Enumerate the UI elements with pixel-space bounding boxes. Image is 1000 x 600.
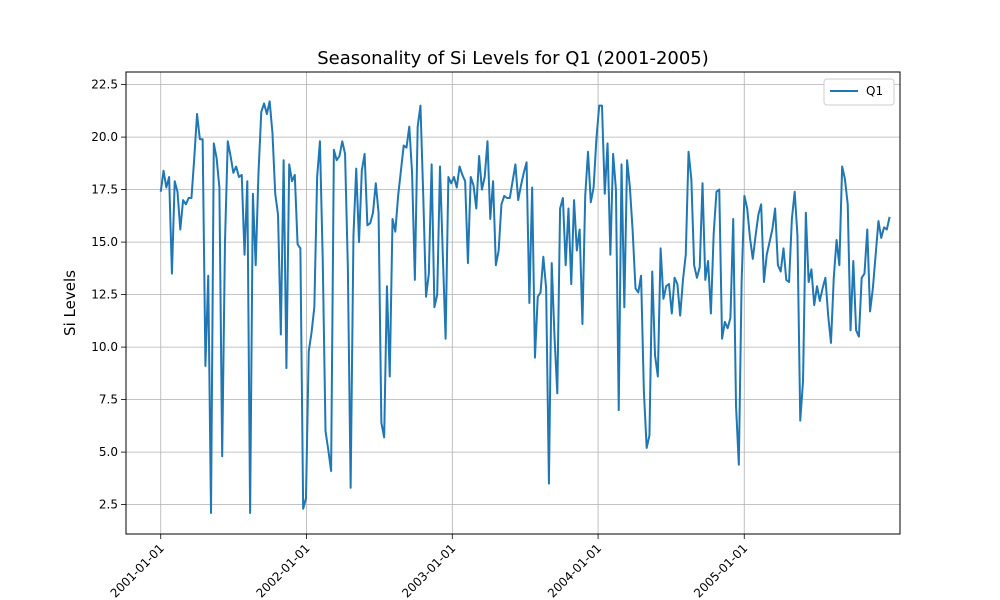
grid-lines [126, 72, 900, 534]
y-tick-label: 5.0 [99, 445, 118, 459]
y-tick-label: 22.5 [91, 78, 118, 92]
plot-frame [125, 71, 901, 535]
series-layer [159, 100, 891, 514]
legend-box [823, 78, 895, 106]
y-axis-label: Si Levels [61, 270, 79, 336]
y-tick-label: 10.0 [91, 340, 118, 354]
y-tick-label: 20.0 [91, 130, 118, 144]
y-tick-label: 12.5 [91, 288, 118, 302]
y-tick-label: 17.5 [91, 183, 118, 197]
series-line-q1 [159, 100, 891, 514]
y-axis-ticks: 2.5 5.0 7.5 10.0 12.5 15.0 17.5 20.0 22.5 [91, 78, 126, 512]
y-tick-label: 15.0 [91, 235, 118, 249]
y-tick-label: 7.5 [99, 393, 118, 407]
legend-label-q1: Q1 [866, 84, 883, 98]
legend: Q1 [823, 78, 895, 106]
y-tick-label: 2.5 [99, 498, 118, 512]
chart-title: Seasonality of Si Levels for Q1 (2001-20… [317, 48, 709, 69]
